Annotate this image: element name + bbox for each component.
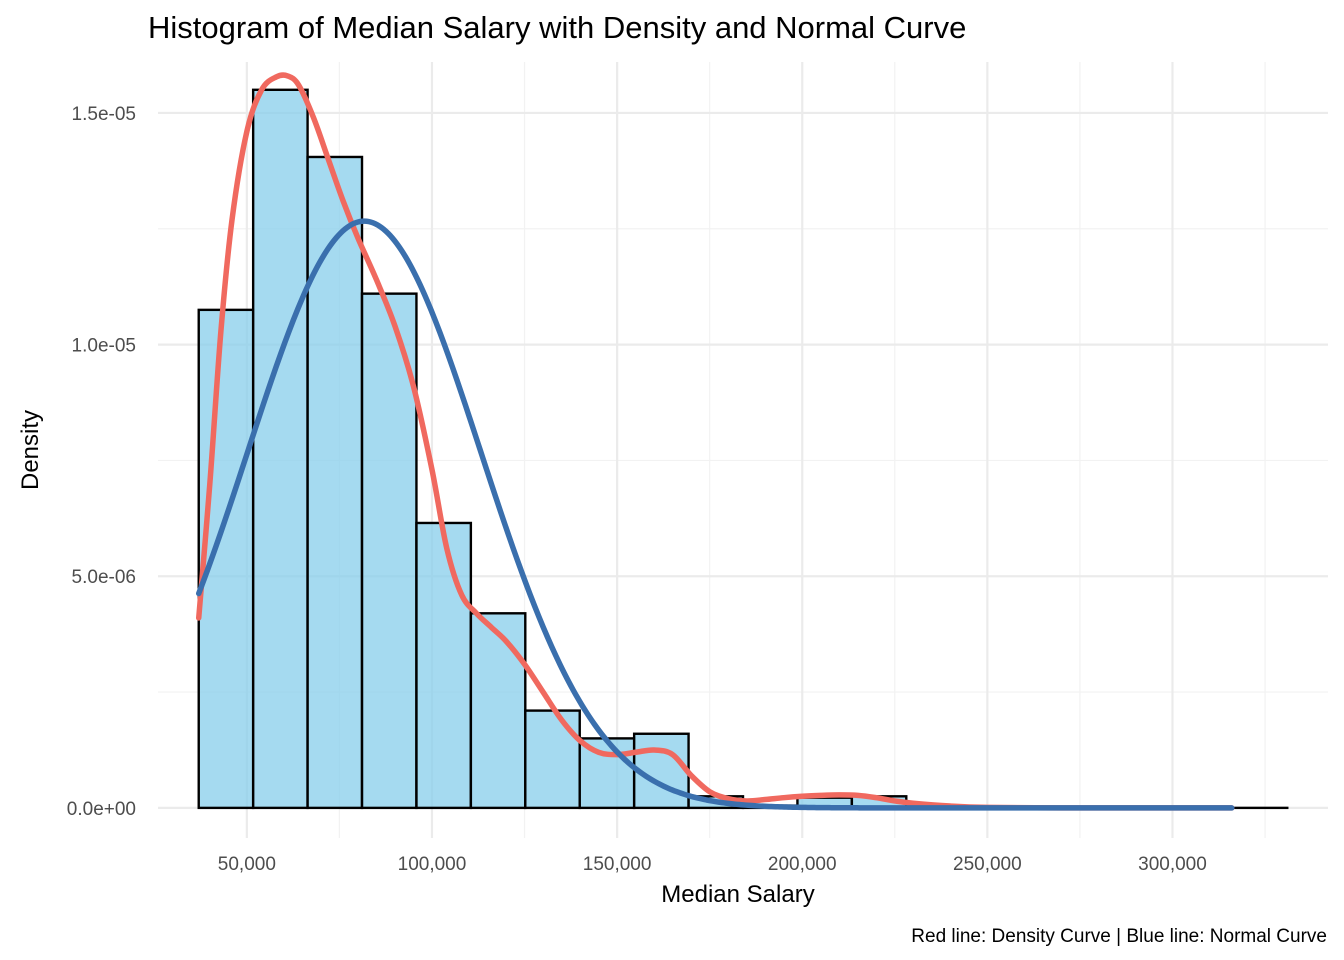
x-tick-label: 100,000 xyxy=(398,854,467,875)
curves xyxy=(195,72,1235,811)
tick-labels: 50,000 100,000 150,000 200,000 250,000 300,00… xyxy=(67,104,1207,875)
chart-title: Histogram of Median Salary with Density … xyxy=(148,10,966,45)
histogram-bar xyxy=(524,709,581,810)
y-tick-label: 1.5e-05 xyxy=(72,104,136,125)
histogram-bar xyxy=(197,308,255,810)
histogram-bar xyxy=(306,155,364,810)
y-tick-label: 0.0e+00 xyxy=(67,799,136,820)
y-tick-label: 5.0e-06 xyxy=(72,567,136,588)
x-tick-label: 250,000 xyxy=(953,854,1022,875)
x-tick-label: 300,000 xyxy=(1138,854,1207,875)
x-tick-label: 50,000 xyxy=(218,854,276,875)
density-curve-line xyxy=(195,72,1235,811)
histogram-bar xyxy=(251,88,309,810)
x-axis-title: Median Salary xyxy=(661,881,814,908)
histogram-bar xyxy=(360,292,418,810)
y-tick-label: 1.0e-05 xyxy=(72,336,136,357)
histogram-bar xyxy=(469,612,527,810)
chart-caption: Red line: Density Curve | Blue line: Nor… xyxy=(911,926,1327,947)
y-axis-title: Density xyxy=(17,410,44,490)
x-tick-label: 150,000 xyxy=(583,854,652,875)
histogram-bar xyxy=(415,521,473,810)
histogram-bars xyxy=(197,88,1289,810)
x-tick-label: 200,000 xyxy=(768,854,837,875)
major-gridlines xyxy=(158,62,1328,838)
normal-curve-line xyxy=(195,218,1235,811)
